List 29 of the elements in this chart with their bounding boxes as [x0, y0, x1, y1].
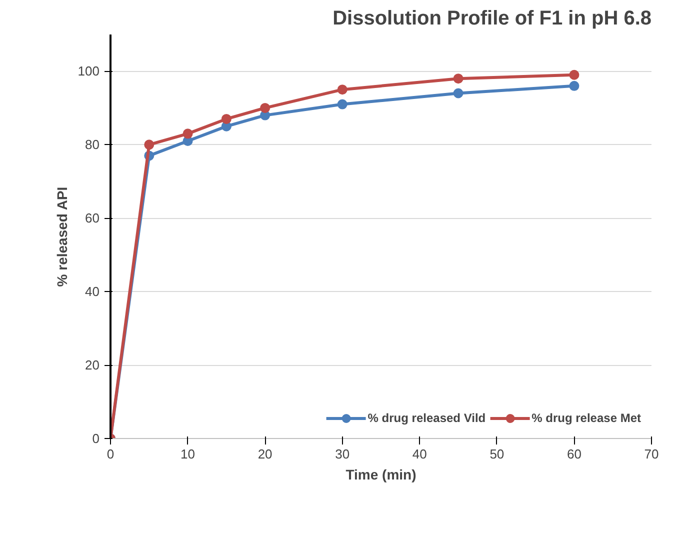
y-tick-label: 60 [85, 210, 100, 226]
x-tick-label: 0 [106, 446, 114, 462]
point [182, 128, 193, 139]
y-tick-label: 100 [78, 64, 100, 79]
x-tick-label: 40 [412, 446, 427, 462]
point [260, 102, 270, 113]
y-tick-label: 20 [85, 358, 100, 373]
y-tick-label: 80 [85, 137, 100, 152]
point [453, 88, 464, 98]
legend-label: % drug released Vild [368, 411, 486, 425]
point [221, 114, 232, 124]
point [337, 84, 348, 95]
y-tick-label: 0 [92, 431, 100, 446]
x-tick-label: 20 [258, 446, 272, 462]
x-axis-title: Time (min) [346, 466, 416, 482]
x-tick-label: 10 [180, 446, 196, 462]
point [453, 74, 464, 84]
legend-label: % drug release Met [532, 411, 641, 425]
x-tick-label: 50 [490, 446, 504, 462]
chart-title: Dissolution Profile of F1 in pH 6.8 [332, 8, 652, 30]
x-tick-label: 70 [644, 446, 659, 462]
point [569, 80, 580, 91]
y-axis-title: % released API [54, 186, 70, 287]
point [144, 140, 154, 150]
point [337, 99, 348, 110]
point [569, 70, 580, 80]
y-tick-label: 40 [85, 284, 100, 300]
x-tick-label: 60 [566, 446, 582, 462]
x-tick-label: 30 [335, 446, 350, 462]
